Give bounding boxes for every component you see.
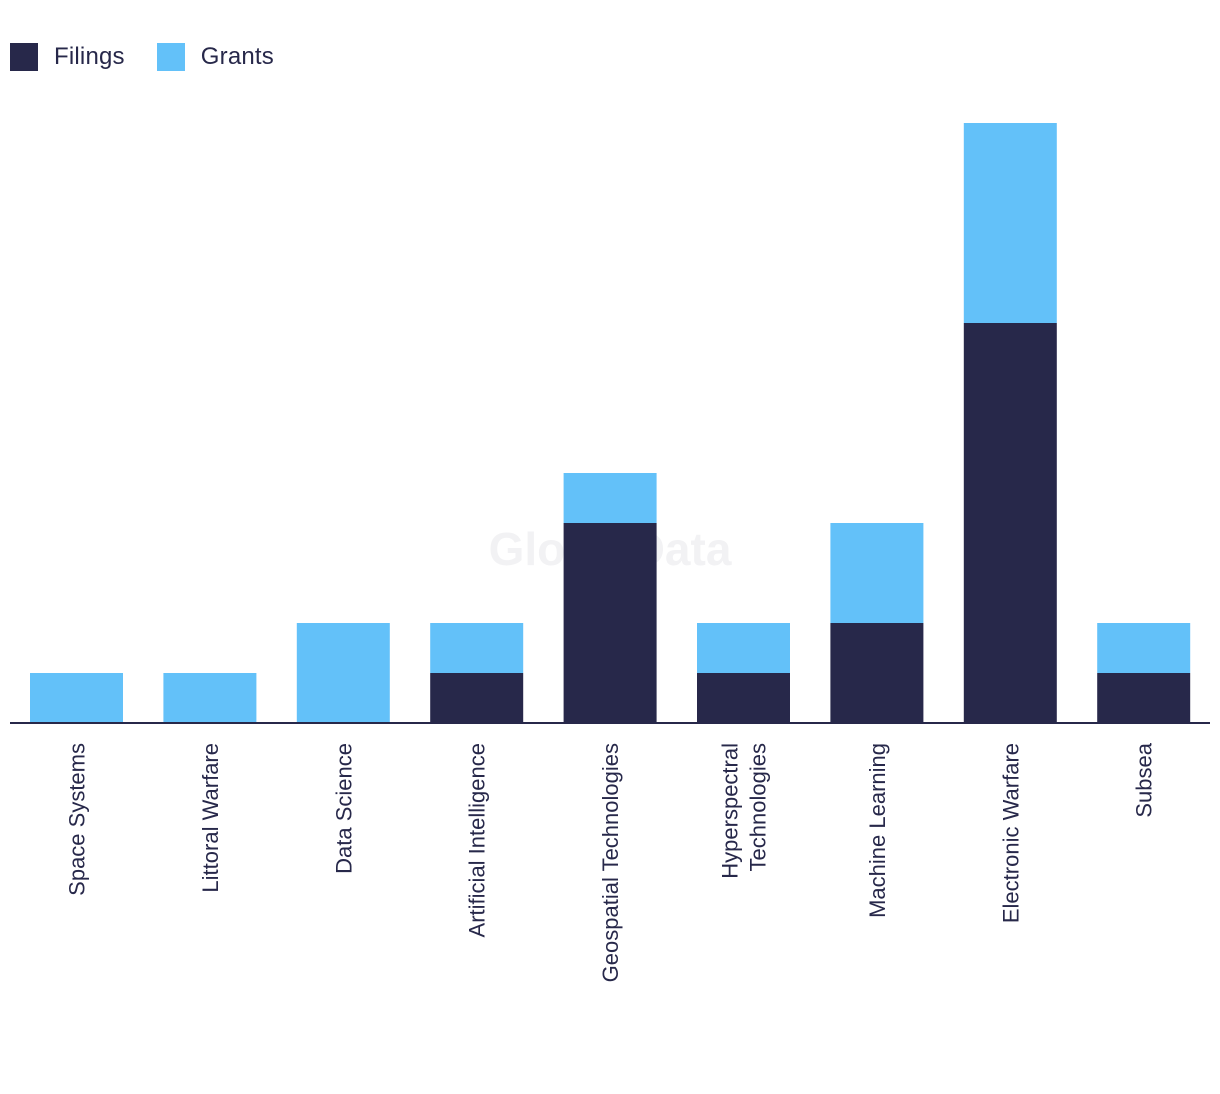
bar-filings-3[interactable] <box>430 673 524 723</box>
x-tick-label-2: Data Science <box>331 743 356 874</box>
x-tick-label-4: Geospatial Technologies <box>598 743 623 982</box>
x-tick-label-5: Hyperspectral Technologies <box>718 743 771 879</box>
bar-grants-7[interactable] <box>963 123 1057 323</box>
bars <box>30 123 1191 723</box>
x-tick-label-1: Littoral Warfare <box>198 743 223 893</box>
bar-filings-8[interactable] <box>1097 673 1191 723</box>
x-tick-label-8-line-0: Subsea <box>1132 742 1157 817</box>
bar-grants-1[interactable] <box>163 673 257 723</box>
x-tick-label-1-line-0: Littoral Warfare <box>198 743 223 893</box>
bar-filings-4[interactable] <box>563 523 657 723</box>
bar-grants-8[interactable] <box>1097 623 1191 673</box>
x-tick-label-0-line-0: Space Systems <box>65 743 90 896</box>
x-tick-label-6: Machine Learning <box>865 743 890 918</box>
legend-swatch-filings <box>10 43 38 71</box>
x-tick-labels: Space Systems Littoral Warfare Data Scienc… <box>65 742 1157 982</box>
bar-grants-6[interactable] <box>830 523 924 623</box>
bar-grants-0[interactable] <box>30 673 123 723</box>
x-tick-label-7: Electronic Warfare <box>998 743 1023 923</box>
bar-filings-5[interactable] <box>697 673 790 723</box>
bar-filings-7[interactable] <box>963 323 1057 723</box>
x-tick-label-6-line-0: Machine Learning <box>865 743 890 918</box>
x-tick-label-0: Space Systems <box>65 743 90 896</box>
x-tick-label-4-line-0: Geospatial Technologies <box>598 743 623 982</box>
legend-label-filings: Filings <box>54 43 125 70</box>
x-tick-label-3-line-0: Artificial Intelligence <box>465 743 490 937</box>
bar-grants-3[interactable] <box>430 623 524 673</box>
legend-swatch-grants <box>156 43 185 71</box>
x-tick-label-8: Subsea <box>1132 742 1157 817</box>
bar-grants-5[interactable] <box>697 623 790 673</box>
bar-grants-2[interactable] <box>296 623 390 723</box>
legend: Filings Grants <box>10 43 306 71</box>
legend-item-filings[interactable]: Filings <box>10 43 125 71</box>
legend-label-grants: Grants <box>200 43 274 70</box>
x-tick-label-5-line-0: Hyperspectral <box>718 743 743 879</box>
x-tick-label-2-line-0: Data Science <box>331 743 356 874</box>
x-tick-label-3: Artificial Intelligence <box>465 743 490 937</box>
bar-filings-6[interactable] <box>830 623 924 723</box>
bar-grants-4[interactable] <box>563 473 657 523</box>
x-tick-label-5-line-1: Technologies <box>746 743 771 871</box>
legend-item-grants[interactable]: Grants <box>156 43 274 71</box>
x-tick-label-7-line-0: Electronic Warfare <box>998 743 1023 923</box>
